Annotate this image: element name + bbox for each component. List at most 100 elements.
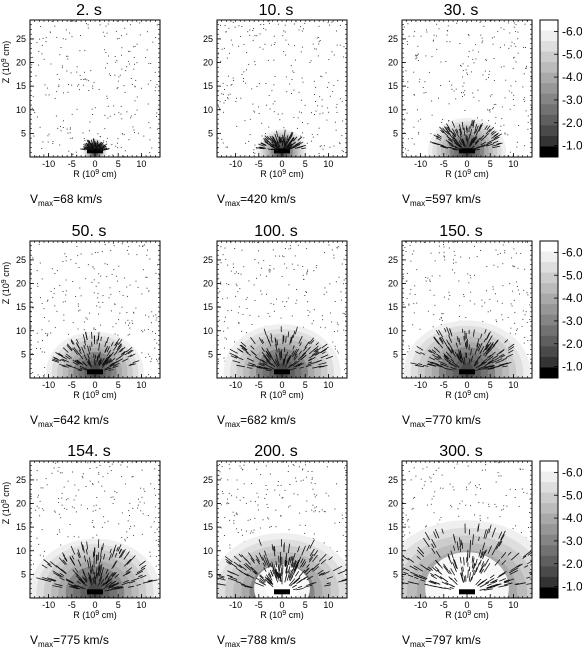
noise-dot: [274, 100, 276, 102]
velocity-arrow: [299, 559, 306, 568]
noise-dot: [459, 503, 461, 505]
velocity-arrow: [87, 353, 90, 359]
noise-dot: [502, 263, 504, 265]
noise-dot: [158, 479, 160, 481]
noise-dot: [502, 319, 504, 321]
velocity-arrow: [259, 362, 266, 366]
noise-dot: [296, 299, 298, 301]
noise-dot: [41, 529, 43, 531]
noise-dot: [413, 94, 415, 96]
velocity-arrow: [462, 566, 464, 572]
velocity-arrow: [115, 338, 120, 346]
noise-dot: [315, 110, 317, 112]
colorbar-swatch: [540, 482, 558, 494]
noise-dot: [253, 529, 255, 531]
noise-dot: [509, 32, 511, 34]
noise-dot: [282, 301, 284, 303]
velocity-arrow: [269, 138, 274, 143]
noise-dot: [515, 31, 516, 33]
velocity-arrow: [108, 583, 116, 588]
noise-dot: [303, 28, 304, 30]
velocity-arrow: [455, 342, 458, 348]
noise-dot: [221, 138, 223, 140]
noise-dot: [105, 141, 107, 143]
noise-dot: [518, 505, 520, 507]
noise-dot: [254, 35, 256, 36]
velocity-arrow: [52, 585, 63, 588]
velocity-arrow: [271, 138, 276, 144]
velocity-arrow: [68, 365, 77, 369]
y-tick-label: 20: [16, 58, 26, 68]
noise-dot: [253, 284, 255, 286]
noise-dot: [43, 555, 45, 557]
y-tick-label: 5: [21, 349, 26, 359]
noise-dot: [429, 476, 431, 478]
velocity-arrow: [108, 586, 114, 589]
velocity-arrow: [491, 355, 499, 360]
noise-dot: [282, 255, 283, 257]
colorbar-swatch: [540, 135, 558, 147]
noise-dot: [411, 508, 413, 510]
noise-dot: [106, 95, 108, 97]
noise-dot: [115, 275, 117, 277]
noise-dot: [69, 127, 71, 129]
velocity-arrow: [311, 563, 320, 571]
noise-dot: [423, 92, 425, 94]
noise-dot: [149, 551, 151, 553]
noise-dot: [63, 92, 64, 94]
velocity-arrow: [450, 550, 454, 559]
noise-dot: [245, 142, 247, 144]
velocity-arrow: [443, 353, 450, 360]
noise-dot: [221, 490, 223, 492]
noise-dot: [305, 291, 307, 292]
noise-dot: [75, 151, 77, 153]
noise-dot: [60, 472, 62, 474]
noise-dot: [36, 505, 38, 507]
x-tick-label: 5: [488, 380, 493, 390]
noise-dot: [484, 302, 486, 304]
noise-dot: [146, 287, 148, 289]
velocity-arrow: [140, 564, 147, 569]
noise-dot: [438, 461, 440, 463]
noise-dot: [321, 315, 323, 317]
noise-dot: [56, 74, 58, 75]
noise-dot: [425, 280, 427, 282]
noise-dot: [36, 470, 38, 472]
noise-dot: [438, 97, 439, 99]
vmax-label: Vmax=770 km/s: [402, 413, 481, 429]
velocity-arrow: [456, 541, 459, 551]
velocity-arrow: [77, 549, 81, 558]
noise-dot: [499, 130, 501, 131]
noise-dot: [328, 111, 330, 113]
noise-dot: [92, 537, 94, 539]
velocity-arrow: [485, 577, 495, 584]
velocity-arrow: [97, 360, 100, 365]
velocity-arrow: [478, 365, 487, 370]
noise-dot: [41, 329, 43, 331]
noise-dot: [315, 101, 316, 102]
noise-dot: [140, 87, 142, 89]
noise-dot: [307, 310, 309, 311]
noise-dot: [93, 268, 95, 270]
base-source: [274, 589, 290, 595]
noise-dot: [117, 86, 119, 88]
noise-dot: [525, 47, 526, 48]
noise-dot: [334, 301, 336, 302]
noise-dot: [480, 250, 482, 251]
noise-dot: [467, 65, 469, 67]
noise-dot: [253, 152, 254, 154]
noise-dot: [244, 120, 246, 122]
noise-dot: [302, 274, 304, 276]
noise-dot: [278, 255, 280, 257]
velocity-arrow: [333, 565, 343, 572]
noise-dot: [449, 80, 450, 82]
noise-dot: [243, 266, 245, 268]
velocity-arrow: [475, 562, 480, 572]
noise-dot: [256, 468, 258, 470]
noise-dot: [481, 37, 483, 39]
noise-dot: [41, 508, 43, 510]
velocity-arrow: [101, 361, 109, 368]
velocity-arrow: [42, 577, 52, 581]
velocity-arrow: [261, 347, 265, 352]
velocity-arrow: [274, 569, 278, 580]
